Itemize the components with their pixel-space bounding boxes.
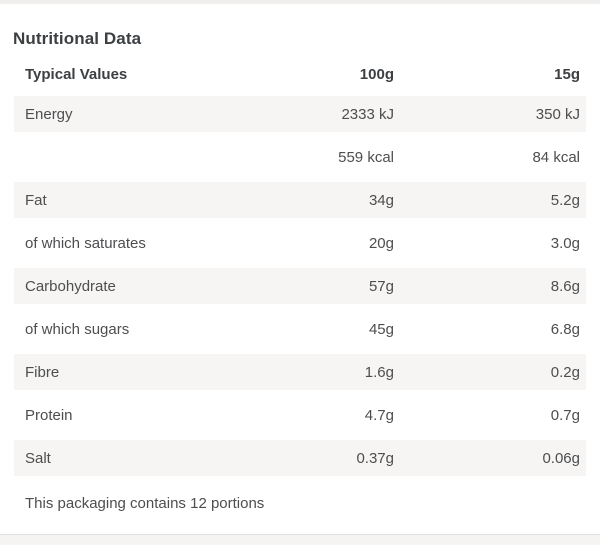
column-header-typical-values: Typical Values [25, 66, 128, 83]
value-per-100g: 559 kcal [254, 139, 394, 175]
nutrient-label: Energy [14, 96, 254, 132]
nutrition-row: Fibre 1.6g 0.2g [14, 354, 586, 390]
value-per-15g: 0.06g [394, 440, 586, 476]
nutrient-label: Fibre [14, 354, 254, 390]
value-per-15g: 3.0g [394, 225, 586, 261]
nutrition-table-header: Typical Values 100g 15g [14, 60, 586, 89]
value-per-15g: 8.6g [394, 268, 586, 304]
page-bottom-divider [0, 534, 600, 545]
nutrition-row: Fat 34g 5.2g [14, 182, 586, 218]
nutrition-table: Typical Values 100g 15g Energy 2333 kJ 3… [14, 53, 586, 483]
nutrition-table-body: Energy 2333 kJ 350 kJ 559 kcal 84 kcal F… [14, 96, 586, 476]
nutrition-row: 559 kcal 84 kcal [14, 139, 586, 175]
nutrient-label: Salt [14, 440, 254, 476]
nutrient-label: Fat [14, 182, 254, 218]
value-per-15g: 5.2g [394, 182, 586, 218]
nutrient-label: of which sugars [14, 311, 254, 347]
value-per-15g: 6.8g [394, 311, 586, 347]
value-per-15g: 84 kcal [394, 139, 586, 175]
portions-note: This packaging contains 12 portions [25, 495, 265, 512]
nutrition-row: Carbohydrate 57g 8.6g [14, 268, 586, 304]
value-per-15g: 350 kJ [394, 96, 586, 132]
nutrient-label: of which saturates [14, 225, 254, 261]
value-per-100g: 45g [254, 311, 394, 347]
value-per-100g: 57g [254, 268, 394, 304]
nutrient-label: Protein [14, 397, 254, 433]
nutrient-label: Carbohydrate [14, 268, 254, 304]
value-per-100g: 1.6g [254, 354, 394, 390]
nutrition-row: of which sugars 45g 6.8g [14, 311, 586, 347]
value-per-100g: 34g [254, 182, 394, 218]
column-header-100g: 100g [359, 66, 394, 83]
value-per-100g: 2333 kJ [254, 96, 394, 132]
value-per-15g: 0.2g [394, 354, 586, 390]
section-title: Nutritional Data [13, 29, 142, 48]
header-row: Typical Values 100g 15g [14, 60, 586, 89]
nutrition-row: Salt 0.37g 0.06g [14, 440, 586, 476]
nutrition-row: Protein 4.7g 0.7g [14, 397, 586, 433]
section-top-divider [0, 0, 600, 4]
nutrient-label [14, 139, 254, 175]
nutrition-row: Energy 2333 kJ 350 kJ [14, 96, 586, 132]
value-per-100g: 4.7g [254, 397, 394, 433]
value-per-15g: 0.7g [394, 397, 586, 433]
nutrition-row: of which saturates 20g 3.0g [14, 225, 586, 261]
value-per-100g: 20g [254, 225, 394, 261]
column-header-15g: 15g [554, 66, 580, 83]
value-per-100g: 0.37g [254, 440, 394, 476]
